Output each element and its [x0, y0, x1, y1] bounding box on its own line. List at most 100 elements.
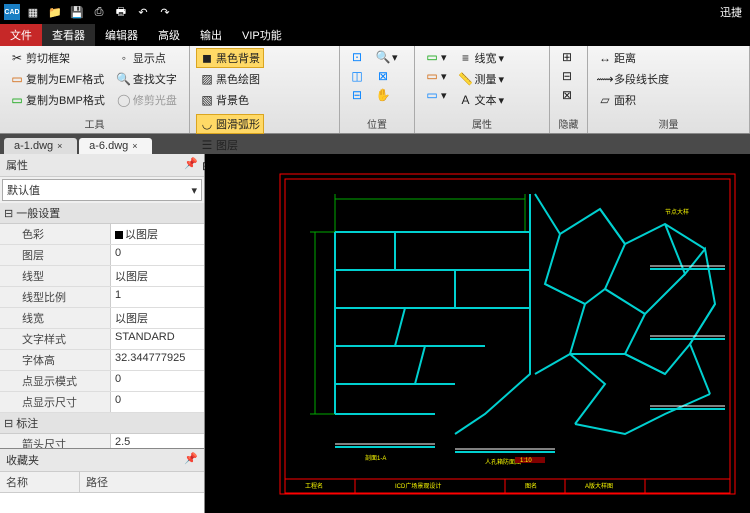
- prop-row[interactable]: 点显示模式0: [0, 371, 204, 392]
- tb-proj: 工程名: [305, 482, 323, 490]
- tab-a1[interactable]: a-1.dwg×: [4, 138, 77, 154]
- prop-row[interactable]: 图层0: [0, 245, 204, 266]
- attr-3-button[interactable]: ▭▾: [421, 86, 451, 104]
- black-draw-button[interactable]: ▨黑色绘图: [196, 69, 264, 89]
- menu-file[interactable]: 文件: [0, 24, 42, 46]
- prop-row[interactable]: 色彩以图层: [0, 224, 204, 245]
- scissors-icon: ✂: [10, 51, 24, 65]
- chevron-down-icon: ▾: [441, 70, 447, 83]
- attr-2-button[interactable]: ▭▾: [421, 67, 451, 85]
- close-icon[interactable]: ×: [132, 141, 142, 151]
- area-icon: ▱: [598, 93, 612, 107]
- svg-text:节点大样: 节点大样: [665, 208, 689, 216]
- hide-1-button[interactable]: ⊞: [556, 48, 578, 66]
- tb-by: 图名: [525, 482, 537, 490]
- toggle-icon: ⊠: [560, 88, 574, 102]
- text-button[interactable]: A文本▾: [455, 90, 509, 110]
- app-icon: CAD: [4, 4, 20, 20]
- pin-icon[interactable]: 📌: [184, 452, 198, 468]
- copy-emf-button[interactable]: ▭复制为EMF格式: [6, 69, 109, 89]
- qat-redo-icon[interactable]: ↷: [156, 3, 174, 21]
- find-text-button[interactable]: 🔍查找文字: [113, 69, 181, 89]
- default-combo[interactable]: 默认值▾: [2, 179, 202, 201]
- clip-frame-button[interactable]: ✂剪切框架: [6, 48, 109, 68]
- text-icon: A: [459, 93, 473, 107]
- pos-4-button[interactable]: 🔍▾: [372, 48, 402, 66]
- polylen-button[interactable]: ⟿多段线长度: [594, 69, 673, 89]
- prop-row[interactable]: 箭头尺寸2.5: [0, 434, 204, 448]
- pos-5-button[interactable]: ⊠: [372, 67, 402, 85]
- color-icon: ▭: [425, 50, 439, 64]
- prop-row[interactable]: 线型比例1: [0, 287, 204, 308]
- dimension-category[interactable]: ⊟标注: [0, 413, 204, 434]
- pos-2-button[interactable]: ◫: [346, 67, 368, 85]
- qat-open-icon[interactable]: 📁: [46, 3, 64, 21]
- qat-saveas-icon[interactable]: ⎙: [90, 3, 108, 21]
- show-point-button[interactable]: ◦显示点: [113, 48, 181, 68]
- search-icon: 🔍: [117, 72, 131, 86]
- disc-icon: ◯: [117, 93, 131, 107]
- menu-output[interactable]: 输出: [190, 24, 232, 46]
- general-category[interactable]: ⊟一般设置: [0, 203, 204, 224]
- chevron-down-icon: ▾: [499, 52, 505, 65]
- attr-1-button[interactable]: ▭▾: [421, 48, 451, 66]
- prop-row[interactable]: 点显示尺寸0: [0, 392, 204, 413]
- show-icon: ⊟: [560, 69, 574, 83]
- tb-sheet: A版大样图: [585, 482, 613, 490]
- menu-viewer[interactable]: 查看器: [42, 24, 95, 46]
- emf-icon: ▭: [10, 72, 24, 86]
- arc-icon: ◡: [200, 117, 214, 131]
- tb-design: ICD广场景观设计: [395, 482, 441, 490]
- distance-button[interactable]: ↔距离: [594, 48, 673, 68]
- menu-advanced[interactable]: 高级: [148, 24, 190, 46]
- prop-row[interactable]: 字体高32.344777925: [0, 350, 204, 371]
- drawing-canvas[interactable]: 工程名 ICD广场景观设计 图名 A版大样图: [205, 154, 750, 513]
- chevron-down-icon: ▾: [392, 51, 398, 64]
- bg-color-button[interactable]: ▧背景色: [196, 90, 264, 110]
- measure-group-label: 测量: [594, 115, 743, 131]
- bg-icon: ◼: [200, 51, 214, 65]
- svg-text:剖面1-A: 剖面1-A: [365, 454, 386, 462]
- close-icon[interactable]: ×: [57, 141, 67, 151]
- fav-col-path: 路径: [80, 472, 114, 492]
- chevron-down-icon: ▾: [499, 73, 505, 86]
- pos-1-button[interactable]: ⊡: [346, 48, 368, 66]
- black-bg-button[interactable]: ◼黑色背景: [196, 48, 264, 68]
- palette-icon: ▧: [200, 93, 214, 107]
- zoom-fit-icon: ⊡: [350, 50, 364, 64]
- prop-row[interactable]: 线型以图层: [0, 266, 204, 287]
- copy-bmp-button[interactable]: ▭复制为BMP格式: [6, 90, 109, 110]
- pos-group-label: 位置: [346, 115, 408, 131]
- tools-group-label: 工具: [6, 115, 183, 131]
- smooth-arc-button[interactable]: ◡圆滑弧形: [196, 114, 264, 134]
- ltype-icon: ▭: [425, 69, 439, 83]
- zoom-ext-icon: ⊠: [376, 69, 390, 83]
- bmp-icon: ▭: [10, 93, 24, 107]
- qat-undo-icon[interactable]: ↶: [134, 3, 152, 21]
- pan-icon: ✋: [376, 88, 390, 102]
- menu-editor[interactable]: 编辑器: [95, 24, 148, 46]
- layers-button[interactable]: ☰图层: [196, 135, 264, 155]
- draw-icon: ▨: [200, 72, 214, 86]
- layer-icon: ▭: [425, 88, 439, 102]
- pos-6-button[interactable]: ✋: [372, 86, 402, 104]
- measure-attr-button[interactable]: 📏测量▾: [455, 69, 509, 89]
- area-button[interactable]: ▱面积: [594, 90, 673, 110]
- property-grid: ⊟一般设置 色彩以图层图层0线型以图层线型比例1线宽以图层文字样式STANDAR…: [0, 203, 204, 448]
- pos-3-button[interactable]: ⊟: [346, 86, 368, 104]
- trim-disc-button[interactable]: ◯修剪光盘: [113, 90, 181, 110]
- hide-2-button[interactable]: ⊟: [556, 67, 578, 85]
- menu-vip[interactable]: VIP功能: [232, 24, 292, 46]
- qat-print-icon[interactable]: 🖶: [112, 3, 130, 21]
- attr-group-label: 属性: [421, 115, 543, 131]
- zoom-prev-icon: ⊟: [350, 88, 364, 102]
- lineweight-button[interactable]: ≡线宽▾: [455, 48, 509, 68]
- prop-row[interactable]: 文字样式STANDARD: [0, 329, 204, 350]
- tab-a6[interactable]: a-6.dwg×: [79, 138, 152, 154]
- fav-title: 收藏夹: [6, 452, 39, 468]
- qat-new-icon[interactable]: ▦: [24, 3, 42, 21]
- point-icon: ◦: [117, 51, 131, 65]
- qat-save-icon[interactable]: 💾: [68, 3, 86, 21]
- hide-3-button[interactable]: ⊠: [556, 86, 578, 104]
- prop-row[interactable]: 线宽以图层: [0, 308, 204, 329]
